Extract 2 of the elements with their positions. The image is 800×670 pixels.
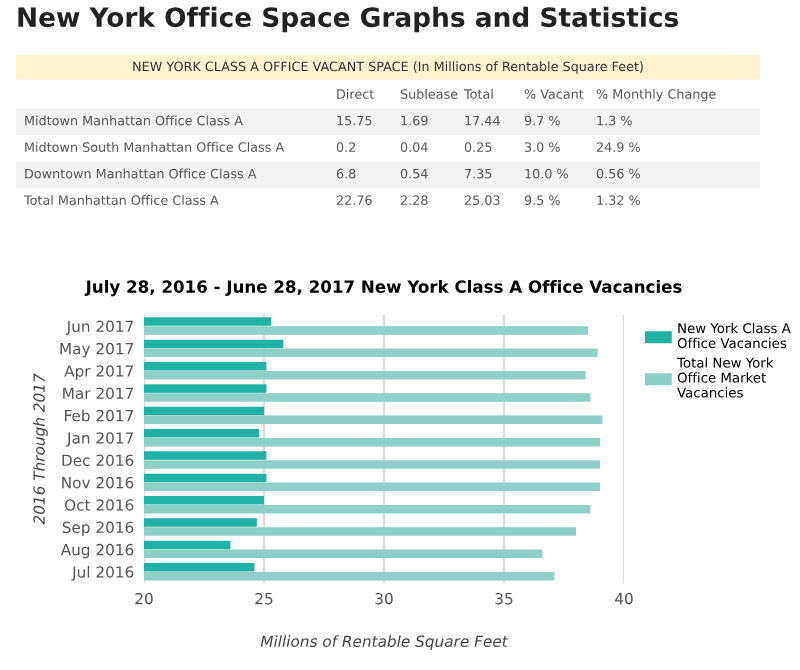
chart-title: July 28, 2016 - June 28, 2017 New York Class A Office Vacancies (84, 280, 682, 297)
text: New York Office Space Graphs and Statistics (18, 6, 678, 33)
